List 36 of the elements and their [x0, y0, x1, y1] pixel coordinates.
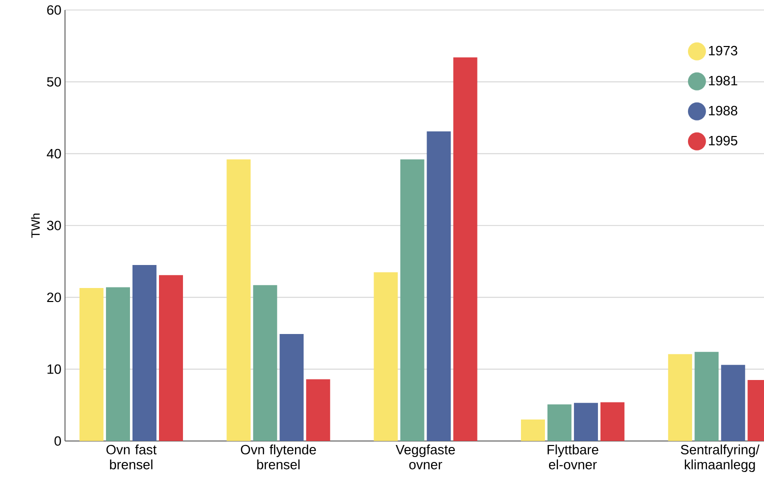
x-tick-label: Ovn fast brensel	[106, 444, 157, 470]
y-tick-label: 20	[47, 292, 61, 302]
bar	[668, 354, 692, 441]
bar	[253, 285, 278, 441]
bar	[106, 287, 130, 441]
bar	[694, 352, 719, 441]
bar	[453, 57, 478, 441]
bar	[426, 131, 451, 441]
bar	[721, 364, 746, 441]
y-tick-label: 10	[48, 364, 61, 374]
legend-label: 1981	[708, 76, 738, 86]
y-tick-label: 60	[47, 5, 61, 15]
bar	[79, 288, 104, 441]
bar	[520, 419, 545, 441]
bar	[280, 334, 304, 441]
bar	[574, 402, 598, 441]
y-axis-title: TWh	[31, 214, 40, 238]
bar	[226, 159, 251, 441]
y-tick-label: 50	[47, 77, 61, 87]
bar	[374, 272, 398, 441]
legend-label: 1995	[708, 136, 738, 146]
x-tick-label: Flyttbare el-ovner	[548, 444, 598, 470]
bar	[547, 404, 572, 441]
x-tick-label: Ovn flytende brensel	[240, 444, 316, 470]
bar	[600, 402, 624, 441]
x-tick-label: Veggfaste ovner	[396, 444, 455, 470]
legend-label: 1988	[708, 106, 738, 116]
bar	[158, 275, 183, 441]
y-tick-label: 40	[46, 148, 61, 158]
x-tick-label: Sentralfyring/ klimaanlegg	[680, 444, 760, 472]
bar	[306, 379, 330, 441]
y-tick-label: 30	[47, 220, 61, 230]
bar	[132, 265, 156, 441]
y-tick-label: 0	[54, 436, 61, 446]
bar	[400, 159, 424, 441]
legend-label: 1973	[708, 46, 738, 56]
